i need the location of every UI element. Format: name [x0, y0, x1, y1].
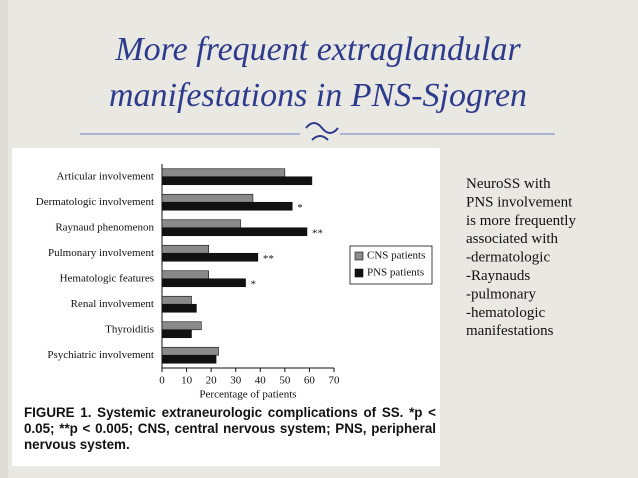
legend-label: PNS patients: [367, 267, 424, 279]
body-line: NeuroSS with: [466, 176, 551, 192]
bar: [161, 295, 192, 305]
bar: [161, 176, 313, 186]
y-tick-label: Hematologic features: [60, 272, 154, 284]
x-tick-label: 20: [206, 375, 218, 387]
body-line: associated with: [466, 231, 559, 247]
legend-label: CNS patients: [367, 250, 425, 262]
bar: [161, 354, 217, 364]
body-line: -dermatologic: [466, 250, 550, 266]
significance-marker: *: [251, 278, 256, 290]
body-line: -hematologic: [466, 305, 545, 321]
y-tick-label: Pulmonary involvement: [48, 247, 154, 259]
bar: [161, 346, 219, 356]
legend-swatch: [354, 268, 364, 278]
significance-marker: **: [312, 227, 323, 239]
x-tick-label: 10: [181, 375, 193, 387]
x-tick-label: 60: [304, 375, 316, 387]
bar: [161, 193, 254, 203]
x-tick-label: 70: [329, 375, 341, 387]
bar: [161, 303, 197, 313]
bar: [161, 201, 293, 211]
y-tick-label: Psychiatric involvement: [47, 349, 154, 361]
bar: [161, 270, 209, 280]
ornament: [305, 122, 339, 141]
bar: [161, 219, 241, 229]
bar: [161, 278, 246, 288]
y-tick-label: Articular involvement: [57, 170, 154, 182]
x-axis-label: Percentage of patients: [199, 389, 296, 401]
y-tick-label: Dermatologic involvement: [36, 196, 154, 208]
y-tick-label: Raynaud phenomenon: [55, 221, 154, 233]
bar: [161, 329, 192, 339]
body-line: is more frequently: [466, 213, 576, 229]
chart: 0 10 20 30 40 50 60 70 Percentage of patients Art…: [36, 164, 433, 401]
significance-marker: *: [297, 202, 303, 214]
bar: [161, 321, 202, 331]
y-tick-label: Thyroiditis: [105, 323, 154, 335]
body-line: manifestations: [466, 323, 554, 339]
y-tick-label: Renal involvement: [71, 298, 154, 310]
x-tick-label: 30: [230, 375, 242, 387]
body-line: -Raynauds: [466, 268, 530, 284]
significance-marker: **: [263, 253, 274, 265]
body-line: -pulmonary: [466, 286, 536, 302]
x-tick-label: 0: [159, 375, 165, 387]
bar: [161, 252, 259, 262]
title-line: manifestations in PNS-Sjogren: [109, 77, 527, 114]
body-line: PNS involvement: [466, 194, 573, 210]
bar: [161, 227, 308, 237]
figure-caption: FIGURE 1. Systemic extraneurologic compl…: [24, 405, 436, 452]
bar: [161, 168, 286, 178]
body-text: NeuroSS with PNS involvement is more frequ…: [466, 176, 576, 339]
legend-swatch: [354, 251, 364, 261]
legend-box: [349, 245, 433, 285]
x-tick-label: 40: [255, 375, 267, 387]
x-tick-label: 50: [279, 375, 291, 387]
title-line: More frequent extraglandular: [114, 31, 521, 68]
bar: [161, 244, 209, 254]
side-stripe: [0, 0, 8, 478]
